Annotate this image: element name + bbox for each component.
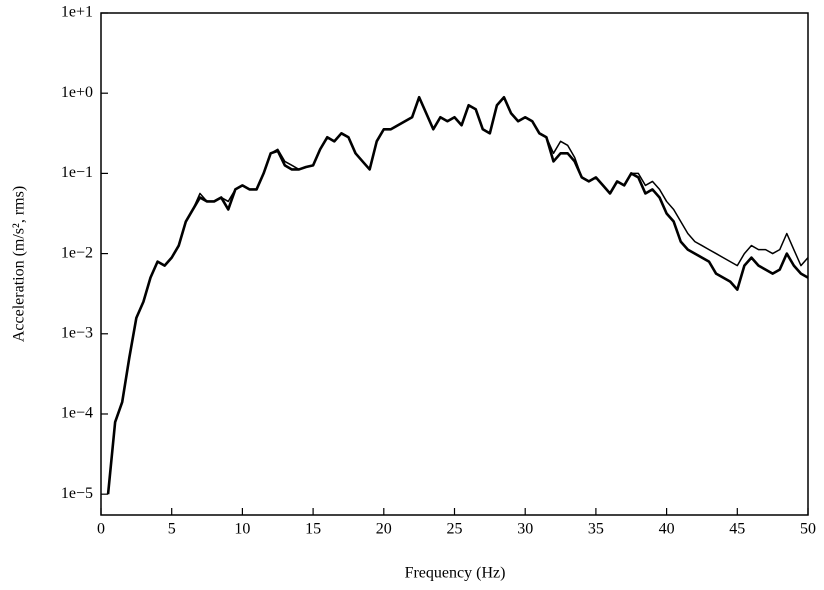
x-tick-label: 10 (234, 521, 250, 538)
y-tick-label: 1e−4 (61, 405, 93, 422)
x-axis-label: Frequency (Hz) (405, 565, 506, 582)
x-tick-label: 45 (729, 521, 745, 538)
data-line (107, 96, 809, 495)
y-axis-label: Acceleration (m/s², rms) (11, 186, 28, 342)
y-tick-label: 1e−1 (61, 164, 93, 181)
y-tick-label: 1e−5 (61, 485, 93, 502)
plot-frame (100, 12, 809, 516)
x-tick-label: 5 (168, 521, 176, 538)
y-tick-label: 1e+0 (61, 84, 93, 101)
x-tick-label: 15 (305, 521, 321, 538)
y-tick-label: 1e+1 (61, 4, 93, 21)
x-tick-label: 40 (659, 521, 675, 538)
y-tick-label: 1e−3 (61, 324, 93, 341)
x-tick-label: 0 (97, 521, 105, 538)
x-tick-label: 25 (447, 521, 463, 538)
x-tick-label: 35 (588, 521, 604, 538)
data-line (106, 95, 809, 495)
x-tick-label: 20 (376, 521, 392, 538)
x-tick-label: 30 (517, 521, 533, 538)
x-tick-label: 50 (800, 521, 816, 538)
y-tick-label: 1e−2 (61, 244, 93, 261)
